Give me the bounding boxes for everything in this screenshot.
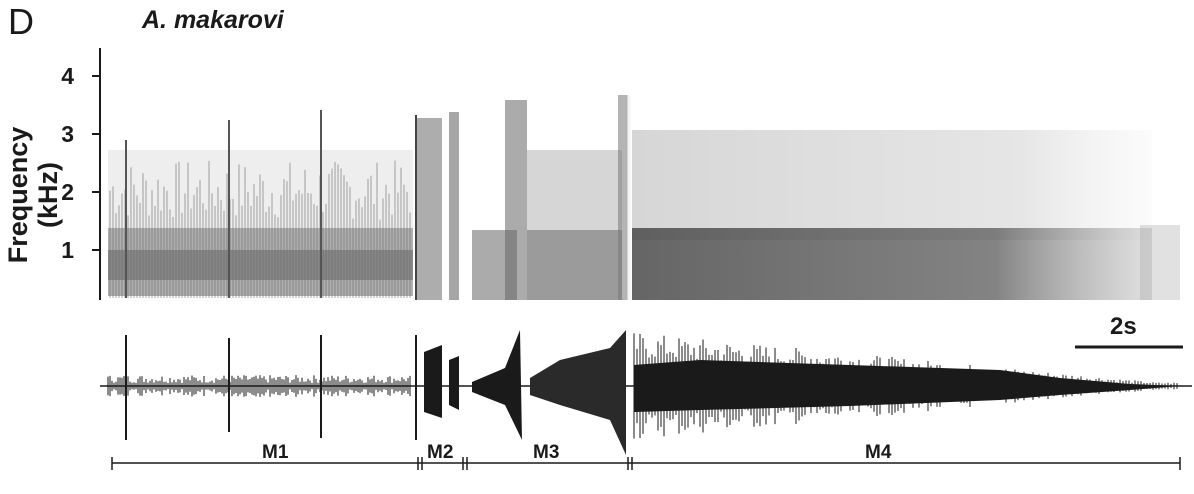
- m3-envelope: [472, 330, 522, 440]
- segment-label-m1: M1: [262, 442, 289, 463]
- segment-label-m2: M2: [427, 442, 454, 463]
- spectrogram: [108, 95, 1180, 300]
- scale-bar-label: 2s: [1110, 313, 1137, 340]
- waveform: [100, 330, 1192, 455]
- segment-brackets: [111, 457, 1181, 470]
- y-tick-label-1: 1: [61, 237, 74, 263]
- species-title: A. makarovi: [142, 6, 284, 34]
- segment-label-m3: M3: [533, 442, 560, 463]
- segment-label-m4: M4: [865, 442, 892, 463]
- m4-upper: [632, 130, 1152, 240]
- y-tick-label-3: 3: [61, 121, 74, 147]
- m4-envelope: [634, 360, 1180, 412]
- panel-letter: D: [8, 1, 34, 42]
- m1-clicks: [109, 160, 411, 298]
- y-tick-label-4: 4: [61, 63, 74, 89]
- m4-low-band: [632, 228, 1152, 300]
- y-axis: [92, 48, 101, 300]
- m2-envelope: [424, 345, 442, 418]
- m2-burst: [416, 118, 442, 300]
- y-tick-label-2: 2: [61, 179, 74, 205]
- m3-envelope-b: [530, 330, 626, 455]
